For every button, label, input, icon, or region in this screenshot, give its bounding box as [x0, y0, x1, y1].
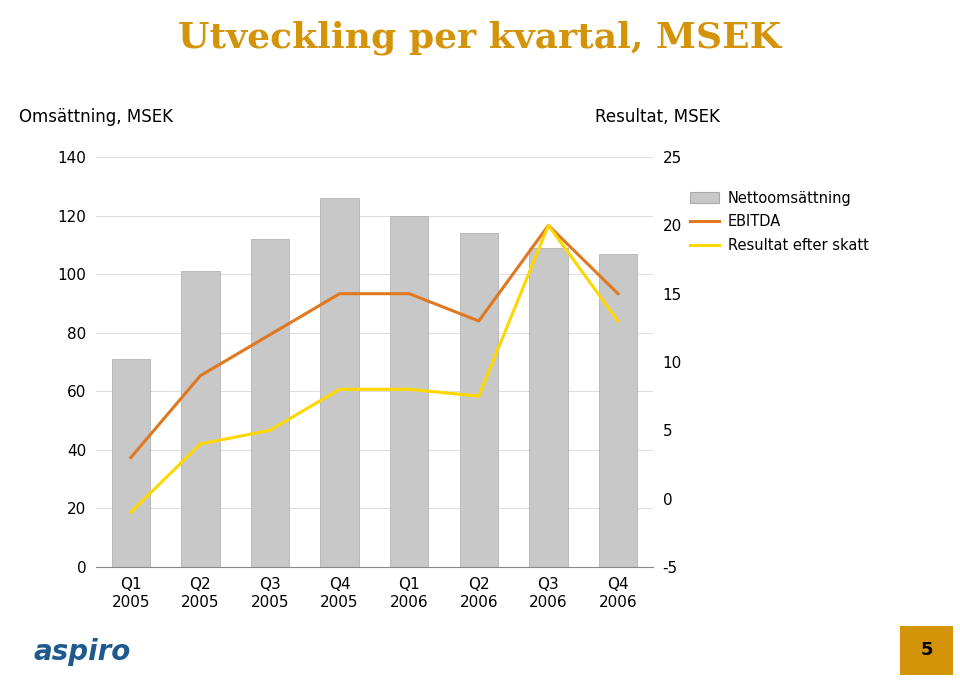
Bar: [111, 359, 150, 567]
Bar: [251, 239, 289, 567]
Text: 5: 5: [921, 641, 933, 659]
Legend: Nettoomsättning, EBITDA, Resultat efter skatt: Nettoomsättning, EBITDA, Resultat efter …: [684, 185, 875, 259]
Bar: [599, 253, 637, 567]
Text: Utveckling per kvartal, MSEK: Utveckling per kvartal, MSEK: [179, 20, 781, 55]
Bar: [181, 271, 220, 567]
Bar: [390, 216, 428, 567]
Text: Omsättning, MSEK: Omsättning, MSEK: [19, 109, 173, 126]
Text: Resultat, MSEK: Resultat, MSEK: [595, 109, 720, 126]
Bar: [460, 233, 498, 567]
Bar: [529, 248, 567, 567]
Text: aspiro: aspiro: [34, 638, 131, 666]
Bar: [321, 198, 359, 567]
